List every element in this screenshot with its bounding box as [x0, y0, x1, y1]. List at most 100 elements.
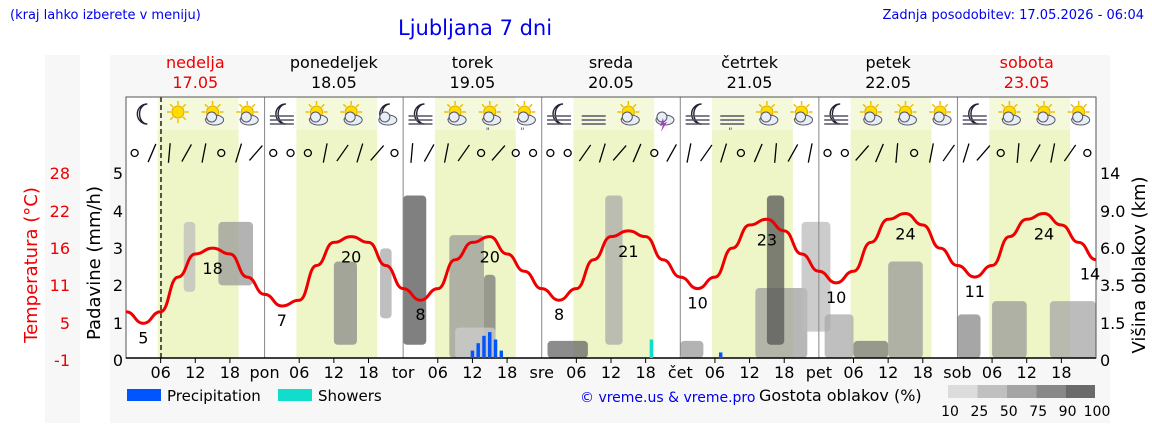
cloud-puff — [483, 111, 495, 123]
precip-legend-label: Precipitation — [167, 387, 261, 405]
wind-calm-symbol — [269, 148, 278, 158]
wind-calm-symbol — [563, 148, 572, 158]
moon-shape — [136, 103, 148, 125]
wind-barb — [787, 144, 799, 162]
hour-tick-label: 12 — [462, 363, 482, 382]
day-abbr-label: pet — [806, 363, 832, 382]
wind-calm-symbol — [390, 148, 399, 158]
day-name: sreda — [589, 53, 633, 72]
wind-calm-symbol — [736, 148, 746, 158]
density-swatch — [1006, 385, 1037, 398]
wind-barb — [235, 143, 243, 163]
moon-fog-icon — [547, 103, 572, 125]
precip-bar — [488, 332, 492, 358]
day-name: petek — [865, 53, 911, 72]
temp-tick-label: -1 — [54, 351, 70, 370]
wind-calm-symbol — [909, 148, 919, 158]
hour-tick-label: 06 — [566, 363, 586, 382]
shower-legend-label: Showers — [318, 387, 382, 405]
day-abbr-label: čet — [668, 363, 693, 382]
moon-fog-icon — [824, 103, 849, 125]
cloud-density-patch — [403, 195, 427, 345]
hour-tick-label: 06 — [705, 363, 725, 382]
day-abbr-label: sre — [530, 363, 554, 382]
temp-value-label: 23 — [757, 230, 777, 249]
sun-cloud-icon — [201, 101, 225, 126]
day-date: 17.05 — [172, 73, 218, 92]
temp-tick-label: 22 — [50, 202, 70, 221]
precip-tick-label: 3 — [113, 239, 123, 258]
sun-cloud-drizzle-icon: " — [513, 101, 536, 137]
thunder-cloud-icon — [655, 111, 675, 132]
wind-barb — [807, 143, 813, 163]
day-abbr-label: tor — [392, 363, 415, 382]
cloud-tick-label: 9.0 — [1100, 202, 1125, 221]
cloud-density-patch — [333, 261, 357, 345]
cloud-puff — [898, 111, 910, 123]
cloud-tick-label: 6.0 — [1100, 239, 1125, 258]
cloud-puff — [864, 111, 876, 123]
wind-barb — [928, 143, 934, 163]
precip-legend-swatch — [127, 389, 161, 401]
shower-legend-swatch — [278, 389, 312, 401]
hour-tick-label: 18 — [220, 363, 240, 382]
temp-axis-title: Temperatura (°C) — [21, 187, 42, 344]
hour-tick-label: 18 — [497, 363, 517, 382]
wind-barb — [167, 143, 171, 163]
wind-barb — [457, 144, 470, 162]
fog-icon — [581, 115, 606, 125]
wind-barb — [686, 143, 692, 163]
sun-ray — [182, 103, 187, 108]
wind-barb — [976, 145, 991, 161]
wind-calm-symbol — [303, 148, 313, 158]
moon-icon — [136, 103, 148, 125]
cloud-density-patch — [547, 340, 588, 358]
cloud-density-patch — [957, 314, 981, 358]
moon-fog-icon — [269, 103, 294, 125]
wind-barb — [720, 143, 728, 163]
sun-ray — [1070, 103, 1075, 108]
wind-barb — [855, 145, 870, 161]
cloud-puff — [517, 111, 529, 123]
cloud-puff — [656, 111, 668, 123]
cloud-density-patch — [801, 221, 831, 332]
sun-ray — [875, 103, 880, 108]
wind-calm-symbol — [286, 148, 295, 158]
cloud-density-patch — [380, 248, 392, 319]
temp-value-label: 20 — [480, 248, 500, 267]
wind-barb — [942, 144, 955, 162]
sun-ray — [620, 103, 624, 108]
wind-barb — [147, 143, 157, 163]
sun-cloud-icon — [236, 101, 259, 126]
cloud-puff — [379, 111, 391, 123]
drizzle-mark: " — [728, 127, 732, 137]
cloud-axis-title: Višina oblakov (km) — [1129, 176, 1150, 353]
wind-barb — [774, 143, 778, 163]
page-title: Ljubljana 7 dni — [398, 16, 553, 40]
precip-tick-label: 1 — [113, 314, 123, 333]
wind-barb — [875, 143, 884, 163]
density-step-label: 75 — [1029, 404, 1047, 420]
day-abbr-label: pon — [250, 363, 280, 382]
precip-tick-label: 4 — [113, 202, 123, 221]
temp-value-label: 8 — [554, 305, 564, 324]
cloud-puff — [344, 111, 356, 123]
wind-calm-symbol — [476, 148, 486, 158]
moon-cloud-icon — [378, 103, 398, 126]
sun-cloud-icon — [340, 101, 363, 126]
sun-ray — [481, 103, 486, 108]
day-name: četrtek — [721, 53, 779, 72]
day-date: 20.05 — [588, 73, 634, 92]
sun-ray — [944, 103, 949, 108]
sun-ray — [516, 103, 520, 108]
wind-calm-symbol — [528, 148, 538, 158]
hour-tick-label: 18 — [358, 363, 378, 382]
sun-cloud-drizzle-icon: " — [478, 101, 502, 137]
day-date: 19.05 — [450, 73, 496, 92]
sun-ray — [1035, 103, 1040, 108]
cloud-density-patch — [888, 261, 923, 358]
wind-barb — [201, 143, 207, 163]
temp-value-label: 18 — [202, 259, 222, 278]
wind-barb — [1030, 144, 1041, 162]
wind-barb — [962, 143, 970, 163]
